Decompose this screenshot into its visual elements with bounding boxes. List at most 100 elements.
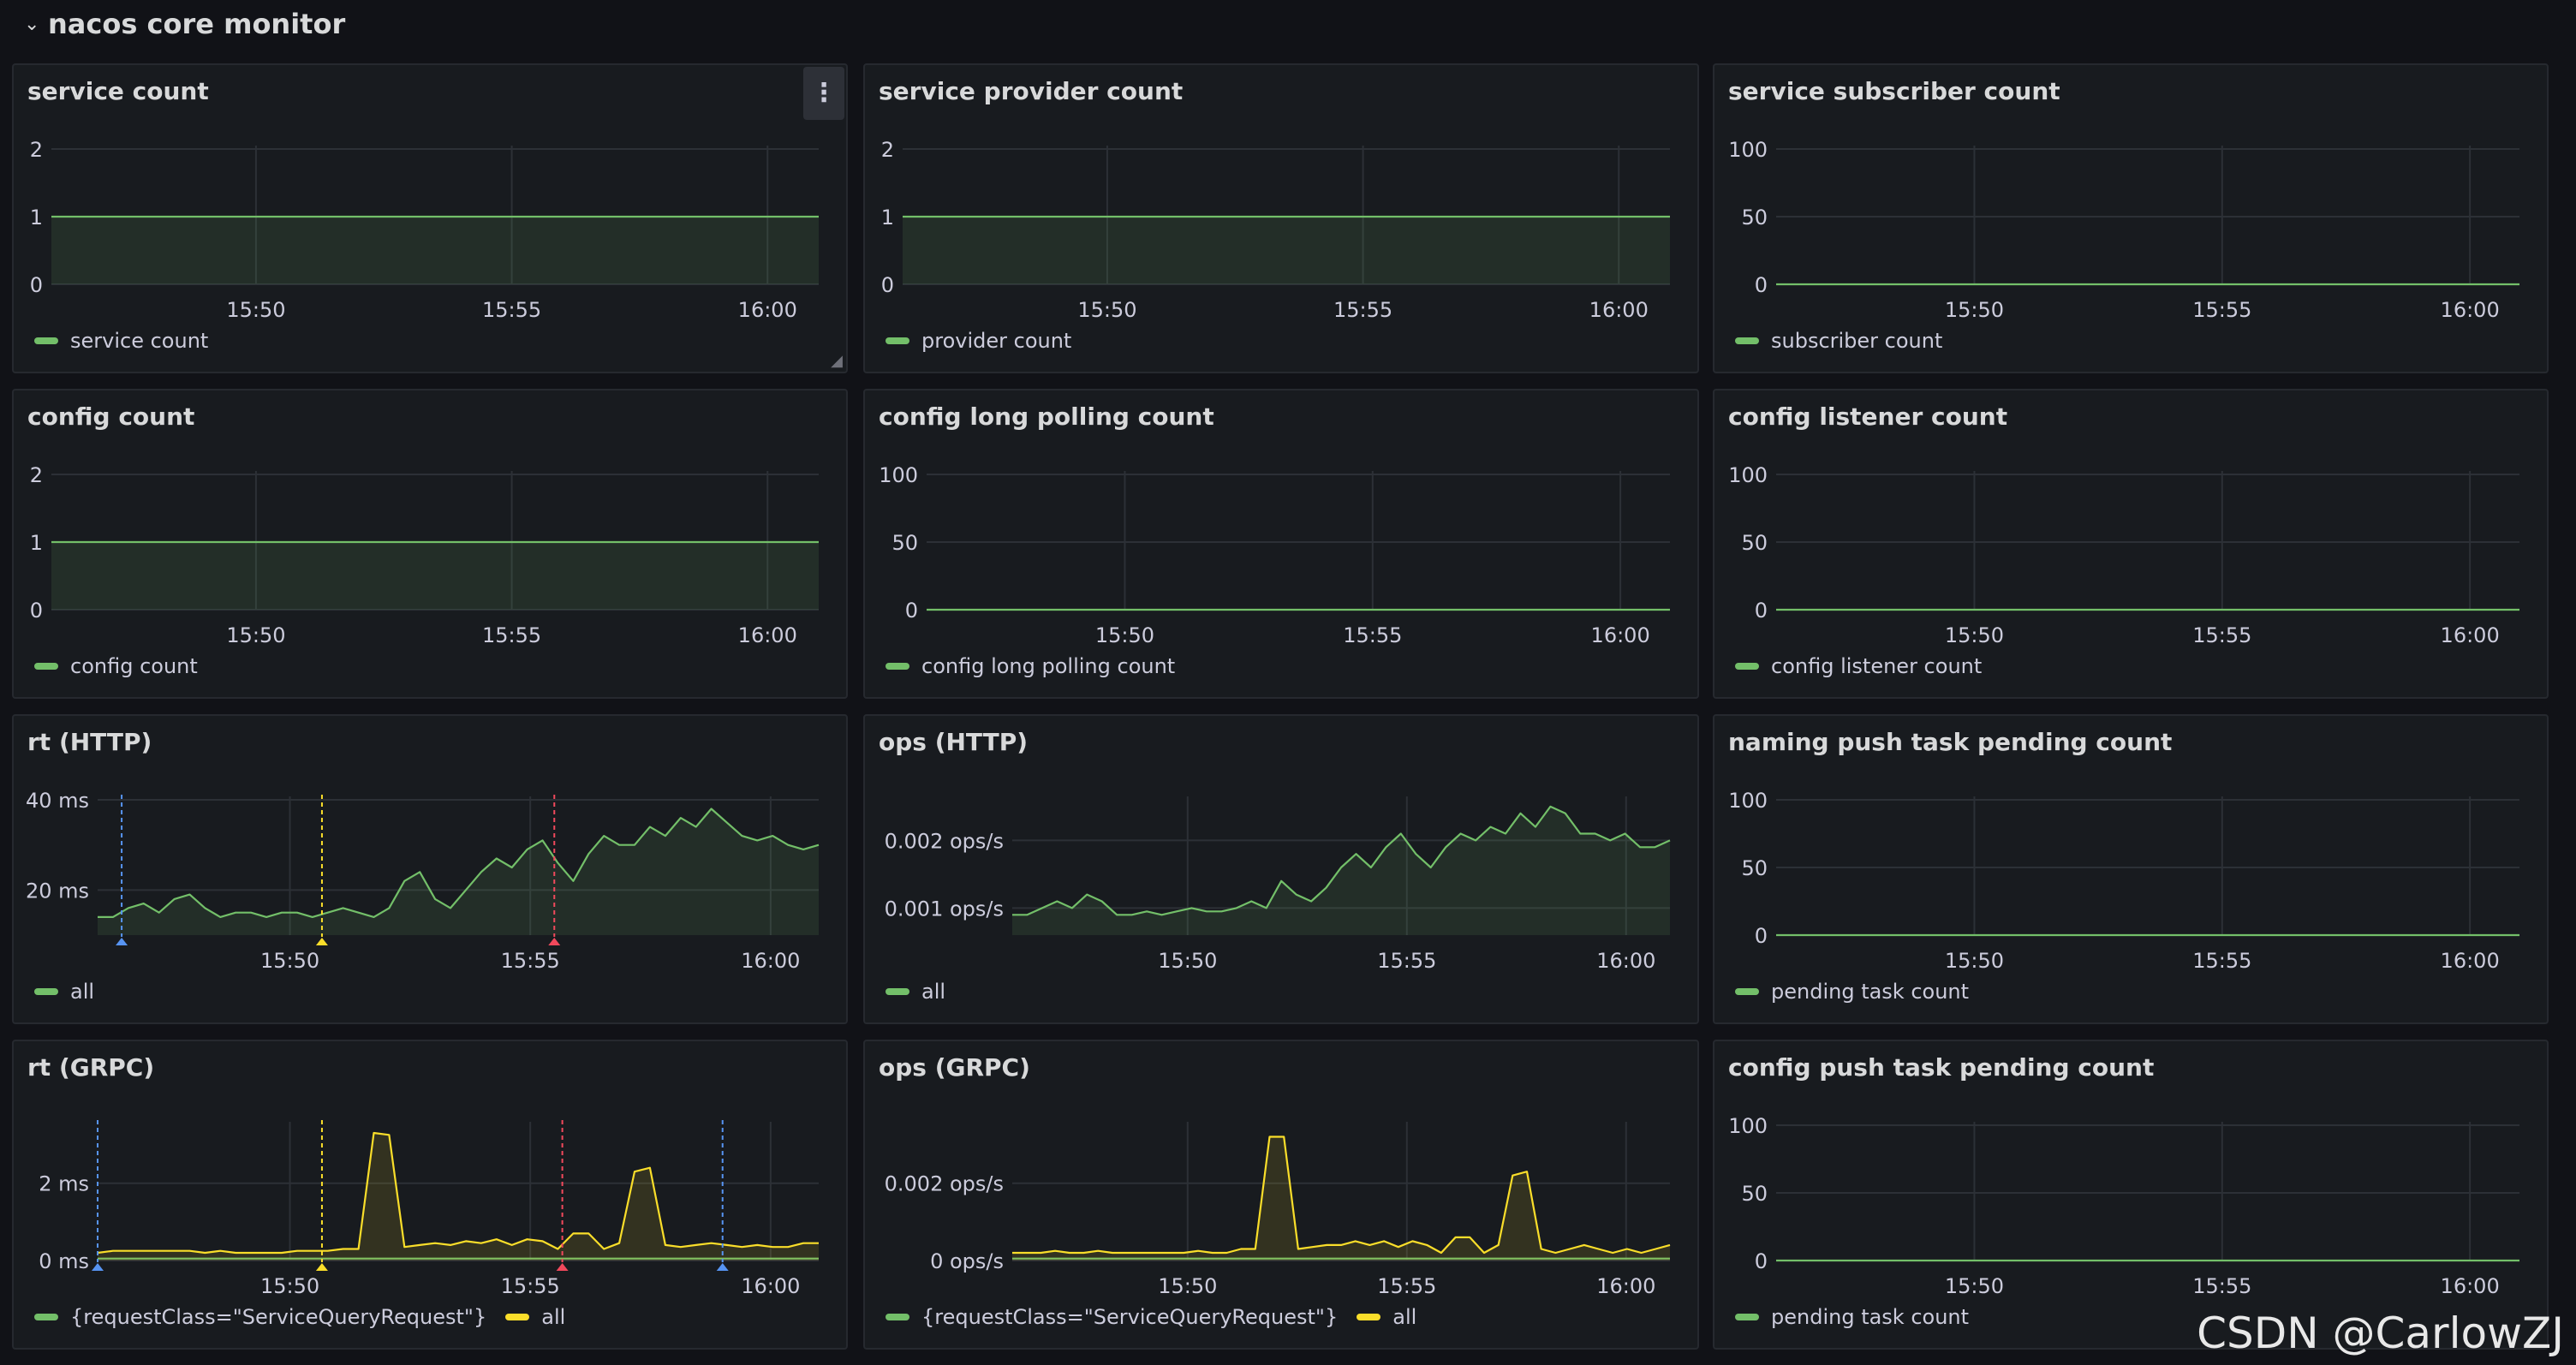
panel-rt-http[interactable]: rt (HTTP) 20 ms 40 ms 15:50 15:55 16:00 all <box>12 714 848 1024</box>
grid <box>1776 471 2519 611</box>
annotation-marker-icon[interactable] <box>92 1263 104 1271</box>
panel-service-subscriber-count[interactable]: service subscriber count 0 50 100 15:50 15:55… <box>1713 63 2549 373</box>
panel-naming-push-task-pending-count[interactable]: naming push task pending count 0 50 100 15:5… <box>1713 714 2549 1024</box>
chart-service-count[interactable]: 0 1 2 15:50 15:55 16:00 <box>14 65 848 373</box>
legend-label: pending task count <box>1771 980 1970 1004</box>
legend-item[interactable]: provider count <box>886 329 1071 353</box>
legend-item[interactable]: service count <box>34 329 208 353</box>
y-tick-label: 0 <box>905 599 918 623</box>
panel-title[interactable]: service count <box>27 77 209 105</box>
legend-swatch <box>1735 663 1759 670</box>
series-area <box>98 808 819 935</box>
legend-item[interactable]: {requestClass="ServiceQueryRequest"} <box>886 1305 1338 1329</box>
legend-item[interactable]: config listener count <box>1735 654 1982 678</box>
legend-item[interactable]: all <box>34 980 94 1004</box>
legend: {requestClass="ServiceQueryRequest"} all <box>34 1305 565 1329</box>
panel-config-count[interactable]: config count 0 1 2 15:50 15:55 16:00 config cou… <box>12 389 848 699</box>
panel-title[interactable]: config push task pending count <box>1728 1053 2155 1082</box>
panel-title[interactable]: ops (GRPC) <box>879 1053 1030 1082</box>
legend-swatch <box>886 988 909 995</box>
legend-swatch <box>34 663 58 670</box>
chart-ops-http[interactable]: 0.001 ops/s 0.002 ops/s 15:50 15:55 16:00 <box>865 716 1699 1024</box>
chart-config-listener-count[interactable]: 0 50 100 15:50 15:55 16:00 <box>1714 390 2549 699</box>
series-area <box>98 1133 819 1261</box>
panel-title[interactable]: rt (HTTP) <box>27 728 152 756</box>
chart-rt-grpc[interactable]: 0 ms 2 ms 15:50 15:55 16:00 <box>14 1041 848 1350</box>
chevron-down-icon[interactable]: ⌄ <box>24 13 40 35</box>
annotation-marker-icon[interactable] <box>548 938 561 945</box>
panel-title[interactable]: service subscriber count <box>1728 77 2060 105</box>
panel-config-listener-count[interactable]: config listener count 0 50 100 15:50 15:55 16:… <box>1713 389 2549 699</box>
panel-title[interactable]: config count <box>27 402 195 431</box>
legend-item[interactable]: all <box>1357 1305 1416 1329</box>
panel-config-long-polling-count[interactable]: config long polling count 0 50 100 15:50 15:5… <box>863 389 1699 699</box>
panel-config-push-task-pending-count[interactable]: config push task pending count 0 50 100 15:5… <box>1713 1040 2549 1350</box>
legend-item[interactable]: config count <box>34 654 198 678</box>
y-tick-label: 2 <box>30 138 43 162</box>
row-header[interactable]: ⌄ nacos core monitor <box>24 5 345 43</box>
legend-swatch <box>886 1314 909 1320</box>
y-tick-label: 1 <box>30 531 43 555</box>
y-tick-label: 2 <box>30 463 43 487</box>
annotation-marker-icon[interactable] <box>116 938 128 945</box>
panel-title[interactable]: rt (GRPC) <box>27 1053 155 1082</box>
y-tick-label: 100 <box>879 463 918 487</box>
x-tick-label: 15:55 <box>1343 623 1402 647</box>
legend-item[interactable]: subscriber count <box>1735 329 1942 353</box>
x-tick-label: 16:00 <box>2441 623 2500 647</box>
y-tick-label: 0.002 ops/s <box>885 1172 1004 1196</box>
annotation-marker-icon[interactable] <box>315 938 328 945</box>
y-tick-label: 0 <box>1755 924 1768 948</box>
y-tick-label: 2 <box>881 138 894 162</box>
chart-ops-grpc[interactable]: 0 ops/s 0.002 ops/s 15:50 15:55 16:00 <box>865 1041 1699 1350</box>
chart-naming-push-task-pending-count[interactable]: 0 50 100 15:50 15:55 16:00 <box>1714 716 2549 1024</box>
panel-title[interactable]: naming push task pending count <box>1728 728 2173 756</box>
legend-item[interactable]: {requestClass="ServiceQueryRequest"} <box>34 1305 486 1329</box>
legend-item[interactable]: all <box>505 1305 565 1329</box>
legend-swatch <box>1735 1314 1759 1320</box>
x-tick-label: 15:55 <box>2192 1274 2251 1298</box>
legend: config listener count <box>1735 654 1982 678</box>
panel-title[interactable]: config long polling count <box>879 402 1214 431</box>
resize-handle-icon[interactable]: ◢ <box>831 352 843 370</box>
legend: provider count <box>886 329 1071 353</box>
legend-item[interactable]: pending task count <box>1735 1305 1969 1329</box>
panel-title[interactable]: service provider count <box>879 77 1184 105</box>
panel-ops-http[interactable]: ops (HTTP) 0.001 ops/s 0.002 ops/s 15:50 15:… <box>863 714 1699 1024</box>
panel-ops-grpc[interactable]: ops (GRPC) 0 ops/s 0.002 ops/s 15:50 15:55 16… <box>863 1040 1699 1350</box>
annotation-marker-icon[interactable] <box>315 1263 328 1271</box>
grid <box>1776 146 2519 285</box>
series-area <box>903 217 1670 284</box>
annotation-marker-icon[interactable] <box>556 1263 569 1271</box>
chart-service-subscriber-count[interactable]: 0 50 100 15:50 15:55 16:00 <box>1714 65 2549 373</box>
annotation-marker-icon[interactable] <box>716 1263 729 1271</box>
legend-item[interactable]: all <box>886 980 945 1004</box>
grid <box>1776 796 2519 936</box>
panel-title[interactable]: ops (HTTP) <box>879 728 1029 756</box>
y-tick-label: 0.001 ops/s <box>885 897 1004 921</box>
chart-config-count[interactable]: 0 1 2 15:50 15:55 16:00 <box>14 390 848 699</box>
chart-service-provider-count[interactable]: 0 1 2 15:50 15:55 16:00 <box>865 65 1699 373</box>
grid <box>1012 1122 1670 1261</box>
legend-item[interactable]: config long polling count <box>886 654 1175 678</box>
panel-menu-button[interactable]: ⋮ <box>803 67 844 120</box>
legend-item[interactable]: pending task count <box>1735 980 1969 1004</box>
panel-service-provider-count[interactable]: service provider count 0 1 2 15:50 15:55 16:00… <box>863 63 1699 373</box>
chart-rt-http[interactable]: 20 ms 40 ms 15:50 15:55 16:00 <box>14 716 848 1024</box>
y-tick-label: 50 <box>1741 531 1768 555</box>
legend-swatch <box>886 663 909 670</box>
chart-config-push-task-pending-count[interactable]: 0 50 100 15:50 15:55 16:00 <box>1714 1041 2549 1350</box>
panel-title[interactable]: config listener count <box>1728 402 2008 431</box>
panel-service-count[interactable]: service count ⋮ ◢ 0 1 2 15:50 15:55 16:00 service… <box>12 63 848 373</box>
y-tick-label: 0 <box>30 599 43 623</box>
y-tick-label: 0 <box>1755 599 1768 623</box>
series-area <box>51 542 819 610</box>
legend-swatch <box>1357 1314 1381 1320</box>
series-line <box>1012 1136 1671 1255</box>
x-tick-label: 15:55 <box>501 1274 560 1298</box>
legend-label: all <box>921 980 946 1004</box>
legend: pending task count <box>1735 980 1969 1004</box>
x-tick-label: 15:55 <box>1333 298 1392 322</box>
chart-config-long-polling-count[interactable]: 0 50 100 15:50 15:55 16:00 <box>865 390 1699 699</box>
panel-rt-grpc[interactable]: rt (GRPC) 0 ms 2 ms 15:50 15:55 16:00 {request… <box>12 1040 848 1350</box>
